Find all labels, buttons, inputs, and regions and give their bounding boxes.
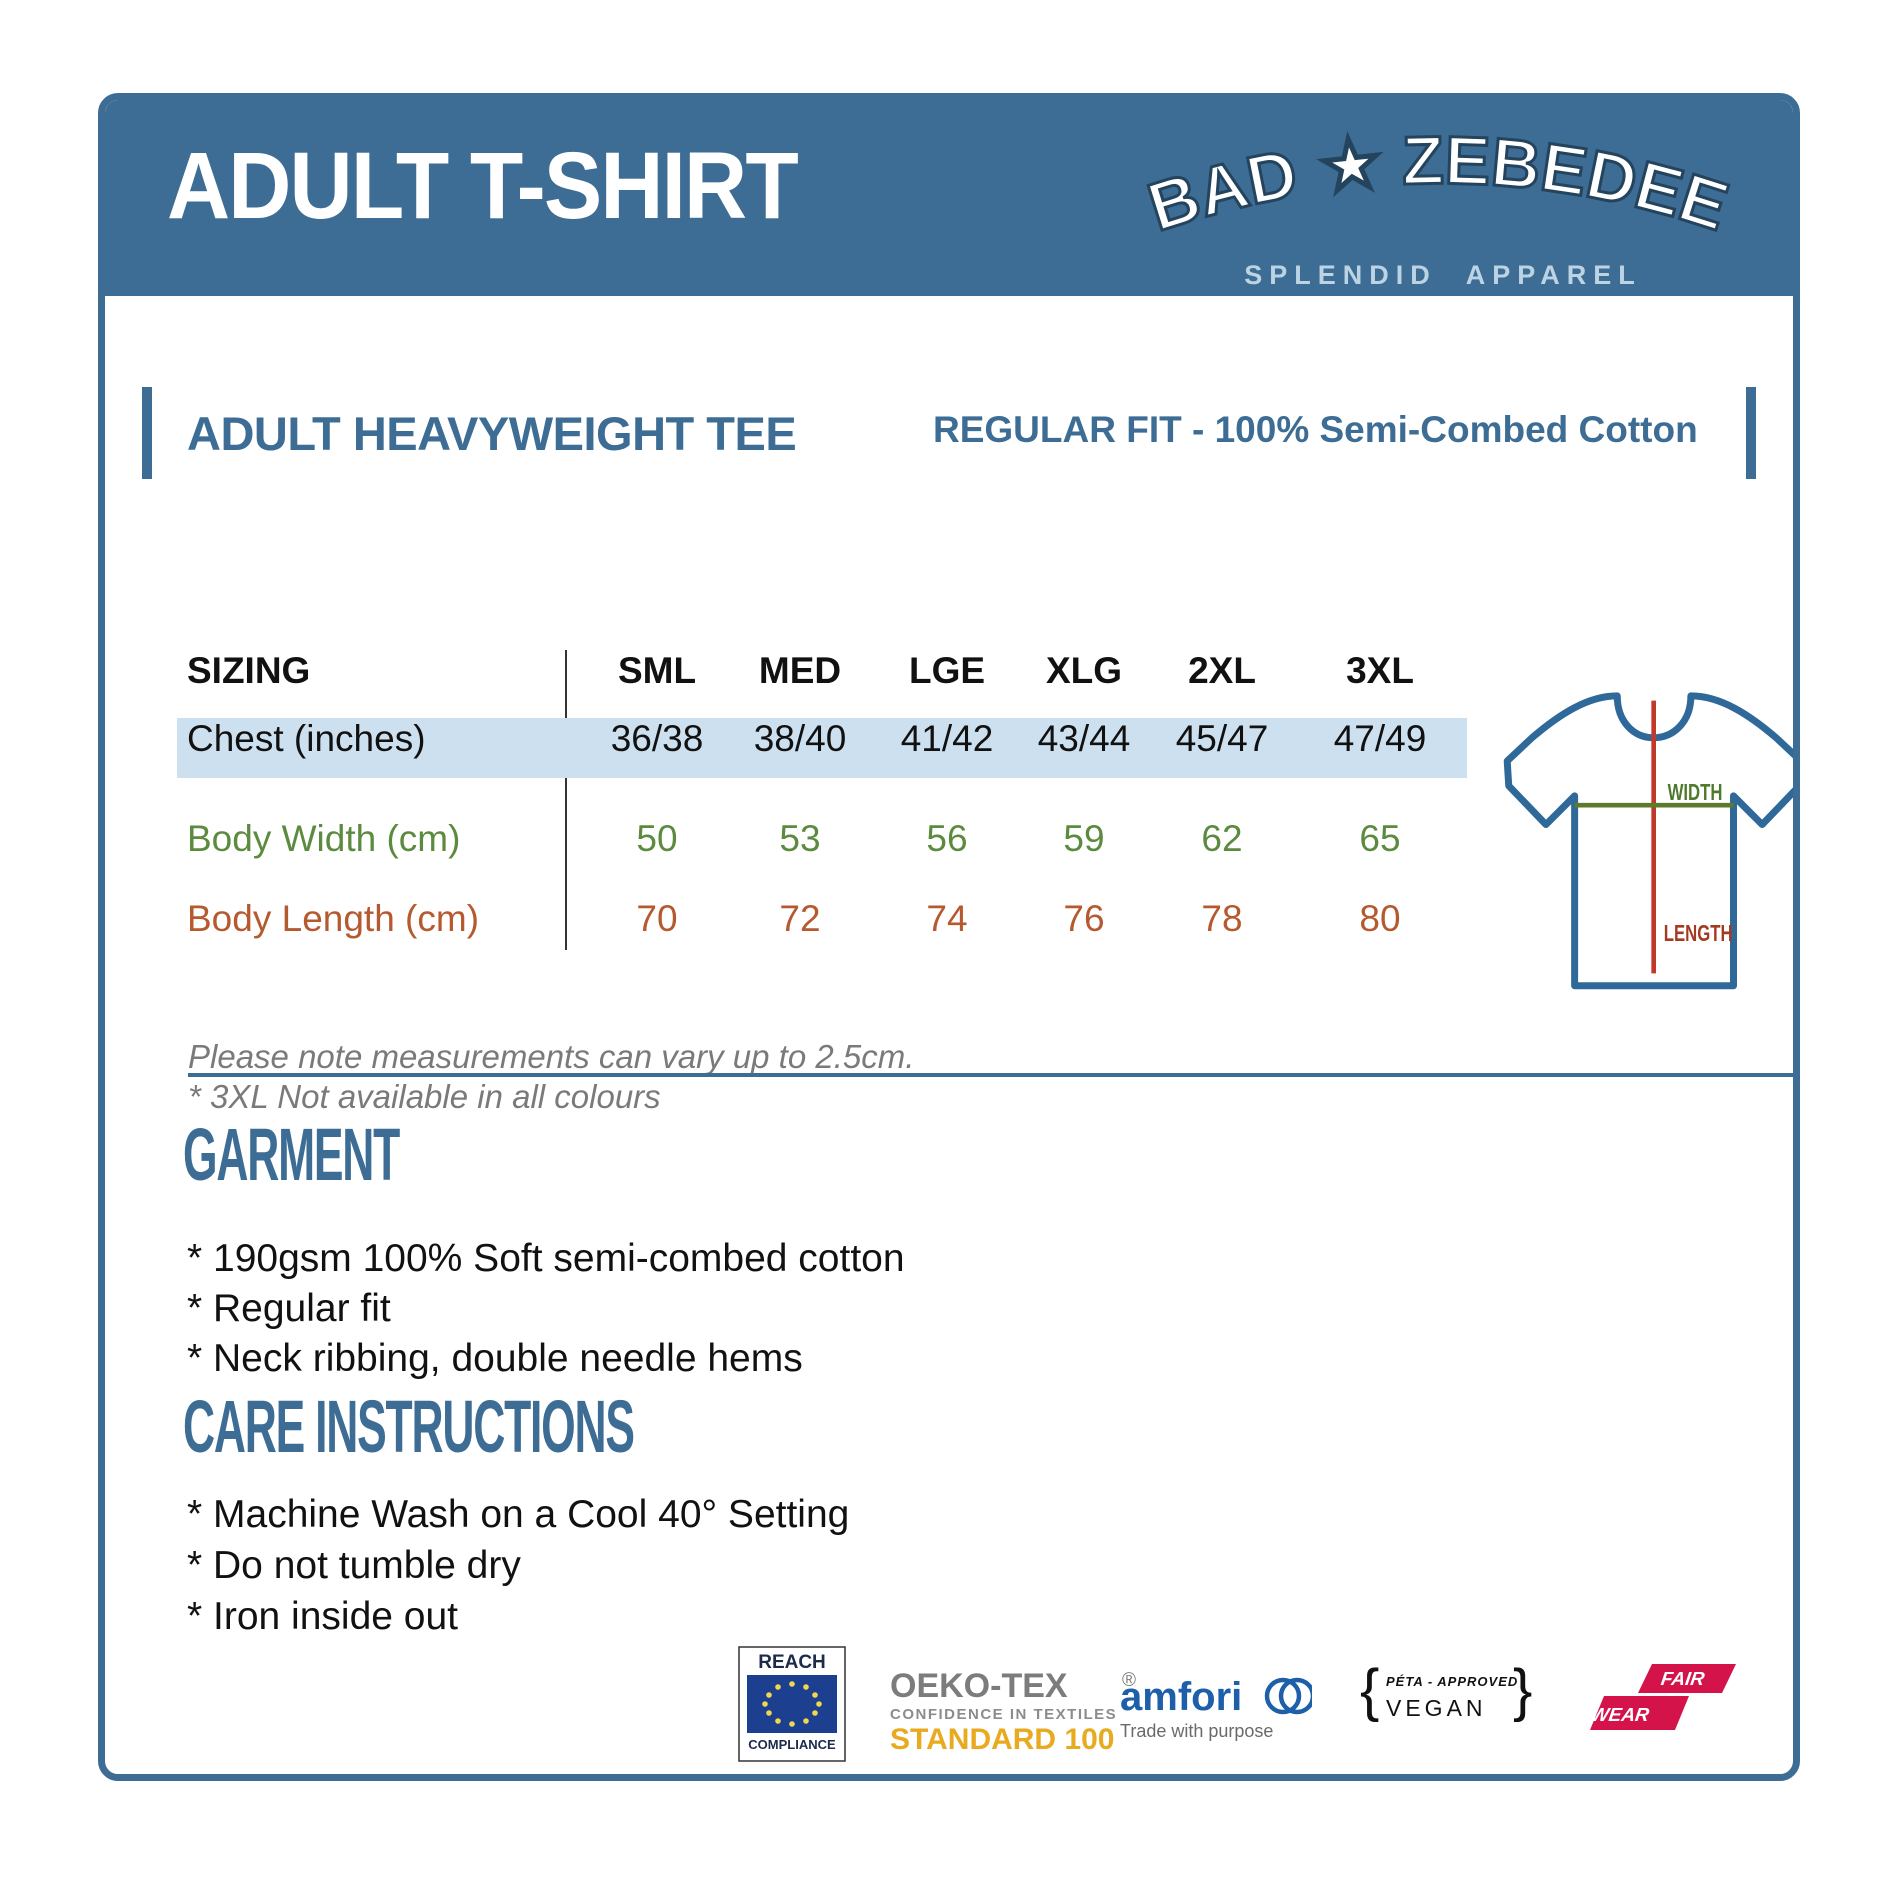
svg-text:Trade with purpose: Trade with purpose — [1120, 1721, 1273, 1741]
svg-text:OEKO-TEX: OEKO-TEX — [890, 1667, 1068, 1705]
svg-text:STANDARD 100: STANDARD 100 — [890, 1723, 1115, 1752]
svg-text:amfori: amfori — [1120, 1675, 1242, 1719]
svg-text:FAIR: FAIR — [1660, 1669, 1706, 1690]
svg-text:LENGTH: LENGTH — [1664, 921, 1733, 946]
svg-text:WEAR: WEAR — [1589, 1705, 1650, 1726]
svg-text:REACH: REACH — [758, 1652, 826, 1673]
svg-text:WIDTH: WIDTH — [1668, 780, 1723, 805]
svg-text:VEGAN: VEGAN — [1386, 1695, 1487, 1721]
svg-text:CONFIDENCE IN TEXTILES: CONFIDENCE IN TEXTILES — [890, 1706, 1117, 1723]
svg-text:PÉTA - APPROVED: PÉTA - APPROVED — [1386, 1674, 1518, 1689]
svg-text:COMPLIANCE: COMPLIANCE — [748, 1737, 836, 1752]
svg-text:}: } — [1513, 1658, 1532, 1723]
svg-text:{: { — [1360, 1658, 1379, 1723]
